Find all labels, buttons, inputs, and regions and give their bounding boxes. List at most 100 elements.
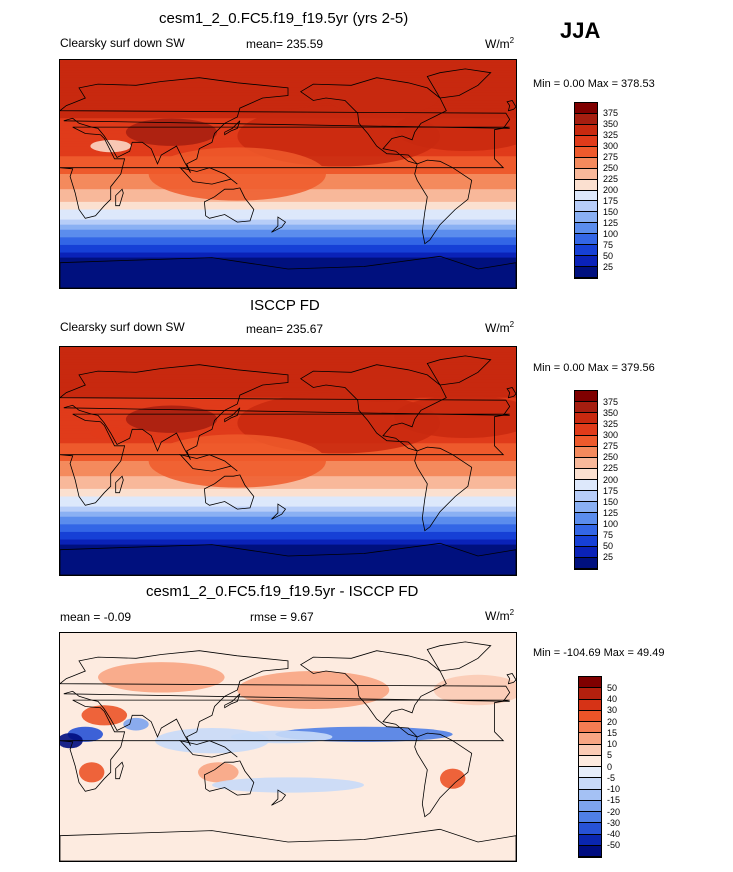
lat-band <box>60 82 516 86</box>
panel1-variable-label: Clearsky surf down SW <box>60 36 185 50</box>
lat-band <box>60 347 516 351</box>
lat-band <box>60 372 516 376</box>
coastline-south-america <box>414 446 473 532</box>
colorbar-tick-label: 10 <box>607 739 618 749</box>
lat-band <box>60 67 516 71</box>
lat-band <box>60 364 516 368</box>
lat-band <box>60 564 516 568</box>
lat-band <box>60 217 516 221</box>
colorbar-box <box>575 103 597 114</box>
panel2-variable-label: Clearsky surf down SW <box>60 320 185 334</box>
lat-band <box>60 352 516 356</box>
lat-band <box>60 539 516 543</box>
colorbar-tick-label: -50 <box>607 840 621 851</box>
colorbar-box <box>579 755 601 767</box>
colorbar-box <box>575 135 597 147</box>
colorbar-tick-label: -40 <box>607 829 621 839</box>
lat-band <box>60 100 516 104</box>
lat-band <box>60 227 516 231</box>
panel1-units-label: W/m2 <box>485 36 514 51</box>
colorbar-box <box>579 778 601 790</box>
field-feature <box>81 705 128 726</box>
lat-band <box>60 206 516 211</box>
lat-band <box>60 212 516 216</box>
colorbar-box <box>575 223 597 235</box>
lat-band <box>60 552 516 556</box>
lat-band <box>60 85 516 89</box>
lat-band <box>60 547 516 551</box>
colorbar-tick-label: 40 <box>607 694 618 704</box>
lat-band <box>60 483 516 487</box>
coastline-africa <box>60 413 510 506</box>
lat-band <box>60 481 516 485</box>
lat-band <box>60 544 516 548</box>
coastline-australia <box>203 760 255 796</box>
colorbar-box <box>579 677 601 689</box>
lat-band <box>60 567 516 571</box>
panel3-rmse-label: rmse = 9.67 <box>250 610 314 624</box>
units-text: W/m <box>485 321 510 335</box>
colorbar-tick-label: 150 <box>603 206 619 217</box>
colorbar-box <box>579 834 601 846</box>
colorbar-box <box>575 146 597 158</box>
lat-band <box>60 252 516 256</box>
colorbar-tick-label: 125 <box>603 507 619 518</box>
colorbar-box <box>579 823 601 835</box>
panel2-map <box>59 346 517 576</box>
colorbar-tick-label: -20 <box>607 806 621 817</box>
lat-band <box>60 354 516 358</box>
colorbar-tick-label: 175 <box>603 485 619 496</box>
lat-band <box>60 526 516 530</box>
colorbar-box <box>575 267 597 278</box>
field-feature <box>125 118 218 146</box>
lat-band <box>60 387 516 391</box>
colorbar-box <box>579 733 601 745</box>
lat-band <box>60 486 516 490</box>
lat-band <box>60 357 516 361</box>
colorbar-tick-label: 125 <box>603 217 619 228</box>
field-feature <box>198 762 239 783</box>
colorbar-tick-label: 50 <box>603 250 614 261</box>
colorbar-box <box>575 245 597 257</box>
lat-band <box>60 506 516 510</box>
map-svg <box>60 60 516 288</box>
coastline-greenland <box>426 355 492 386</box>
panel1-minmax: Min = 0.00 Max = 378.53 <box>533 78 655 90</box>
panel3-map <box>59 632 517 862</box>
coastline-africa <box>60 126 510 219</box>
lat-band <box>60 504 516 508</box>
colorbar-box <box>575 502 597 514</box>
field-feature <box>125 405 218 433</box>
lat-band <box>60 499 516 503</box>
coastline-australia <box>203 187 255 223</box>
panel1-title: cesm1_2_0.FC5.f19_f19.5yr (yrs 2-5) <box>159 10 409 27</box>
coastline-new-zealand <box>271 216 287 233</box>
lat-band <box>60 529 516 533</box>
lat-band <box>60 562 516 566</box>
lat-band <box>60 70 516 74</box>
coastline-south-america <box>414 159 473 245</box>
field-feature <box>327 81 439 115</box>
lat-band <box>60 488 516 492</box>
colorbar-box <box>575 435 597 447</box>
lat-band <box>60 349 516 353</box>
coastline-north-america <box>299 77 447 165</box>
colorbar-box <box>575 113 597 125</box>
panel2-mean-label: mean= 235.67 <box>246 322 324 336</box>
colorbar-box <box>579 688 601 700</box>
colorbar-box <box>579 699 601 711</box>
colorbar-tick-label: 25 <box>603 552 614 563</box>
lat-band <box>60 199 516 203</box>
colorbar-tick-label: 5 <box>607 750 613 761</box>
field-feature <box>123 717 149 731</box>
lat-band <box>60 557 516 561</box>
panel1-mean-label: mean= 235.59 <box>246 37 324 51</box>
colorbar-box <box>575 424 597 436</box>
lat-band <box>60 275 516 279</box>
lat-band <box>60 385 516 389</box>
field-feature <box>327 368 439 402</box>
coastline-eurasia <box>60 77 511 173</box>
lat-band <box>60 369 516 373</box>
field-feature <box>98 662 225 693</box>
lat-band <box>60 524 516 528</box>
